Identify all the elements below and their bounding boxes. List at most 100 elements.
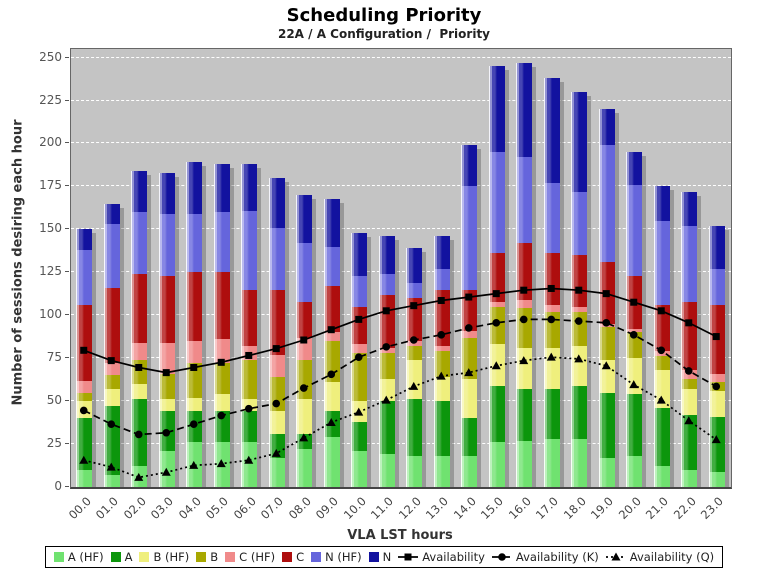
stacked-bar-17.0 (544, 78, 560, 487)
stacked-bar-18.0 (571, 92, 587, 487)
segment-bhf-14.0 (461, 378, 477, 419)
segment-bhf-01.0 (104, 389, 120, 407)
segment-c-22.0 (681, 301, 697, 371)
segment-ahf-17.0 (544, 438, 560, 487)
segment-a-20.0 (626, 394, 642, 457)
segment-a-09.0 (324, 411, 340, 438)
segment-nhf-11.0 (379, 274, 395, 295)
segment-ahf-21.0 (654, 466, 670, 487)
segment-n-11.0 (379, 236, 395, 275)
segment-c-06.0 (241, 289, 257, 347)
segment-n-16.0 (516, 62, 532, 158)
segment-bhf-07.0 (269, 411, 285, 434)
legend-item-chf: C (HF) (225, 550, 275, 564)
segment-b-08.0 (296, 359, 312, 400)
y-tick-label-75: 75 (46, 350, 62, 365)
segment-c-20.0 (626, 275, 642, 330)
segment-n-17.0 (544, 78, 560, 184)
legend-item-availabilityq: Availability (Q) (605, 550, 714, 564)
segment-bhf-23.0 (709, 390, 725, 417)
legend-swatch (368, 552, 379, 562)
segment-a-01.0 (104, 406, 120, 475)
segment-b-09.0 (324, 341, 340, 383)
segment-a-02.0 (131, 399, 147, 467)
segment-a-17.0 (544, 389, 560, 439)
segment-bhf-19.0 (599, 359, 615, 393)
segment-bhf-16.0 (516, 347, 532, 390)
y-tick-label-225: 225 (39, 92, 62, 107)
segment-ahf-09.0 (324, 437, 340, 487)
segment-a-12.0 (406, 399, 422, 457)
segment-c-08.0 (296, 301, 312, 338)
legend-swatch (139, 552, 150, 562)
segment-n-02.0 (131, 170, 147, 213)
stacked-bar-10.0 (351, 232, 367, 487)
segment-bhf-00.0 (76, 401, 92, 419)
gridline-250 (71, 56, 731, 58)
segment-chf-23.0 (709, 373, 725, 383)
segment-c-16.0 (516, 243, 532, 300)
segment-ahf-18.0 (571, 438, 587, 487)
x-axis-title: VLA LST hours (347, 528, 453, 543)
gridline-225 (71, 99, 731, 101)
segment-nhf-03.0 (159, 213, 175, 276)
segment-chf-03.0 (159, 342, 175, 374)
segment-c-00.0 (76, 304, 92, 381)
stacked-bar-21.0 (654, 186, 670, 487)
legend-item-availability: Availability (398, 550, 485, 564)
segment-nhf-02.0 (131, 212, 147, 275)
segment-bhf-12.0 (406, 359, 422, 400)
segment-ahf-14.0 (461, 456, 477, 487)
y-tick-mark (65, 56, 69, 58)
segment-ahf-04.0 (186, 442, 202, 487)
segment-a-15.0 (489, 385, 505, 443)
stacked-bar-23.0 (709, 225, 725, 487)
legend-label: B (210, 550, 219, 564)
segment-n-08.0 (296, 195, 312, 244)
segment-c-19.0 (599, 262, 615, 324)
legend-label: C (296, 550, 305, 564)
segment-ahf-13.0 (434, 456, 450, 487)
segment-c-11.0 (379, 294, 395, 348)
segment-n-21.0 (654, 186, 670, 221)
segment-n-13.0 (434, 236, 450, 269)
segment-b-02.0 (131, 359, 147, 384)
segment-nhf-17.0 (544, 183, 560, 254)
segment-c-13.0 (434, 289, 450, 347)
segment-chf-08.0 (296, 337, 312, 360)
legend-box: A (HF) A B (HF) B C (HF) C N (HF) N Availability… (44, 546, 724, 568)
legend-swatch (282, 552, 293, 562)
legend-label: N (382, 550, 392, 564)
segment-a-22.0 (681, 414, 697, 470)
segment-n-04.0 (186, 162, 202, 214)
segment-b-20.0 (626, 332, 642, 359)
chart-title: Scheduling Priority (286, 5, 482, 26)
segment-nhf-19.0 (599, 145, 615, 263)
y-tick-label-100: 100 (39, 307, 62, 322)
segment-bhf-15.0 (489, 344, 505, 386)
stacked-bar-13.0 (434, 236, 450, 487)
y-tick-label-175: 175 (39, 178, 62, 193)
legend-swatch (225, 552, 236, 562)
segment-c-01.0 (104, 287, 120, 364)
segment-n-01.0 (104, 203, 120, 225)
segment-c-05.0 (214, 272, 230, 340)
segment-c-04.0 (186, 272, 202, 342)
segment-a-19.0 (599, 392, 615, 458)
legend-item-a: A (110, 550, 132, 564)
segment-a-11.0 (379, 401, 395, 455)
segment-b-22.0 (681, 378, 697, 390)
y-tick-mark (65, 271, 69, 273)
y-tick-mark (65, 228, 69, 230)
segment-c-14.0 (461, 289, 477, 331)
legend-item-availabilityk: Availability (K) (491, 550, 599, 564)
segment-bhf-10.0 (351, 401, 367, 422)
y-tick-label-150: 150 (39, 221, 62, 236)
segment-b-01.0 (104, 375, 120, 390)
legend-swatch (53, 552, 64, 562)
segment-b-21.0 (654, 356, 670, 371)
segment-a-13.0 (434, 401, 450, 457)
stacked-bar-09.0 (324, 198, 340, 487)
segment-c-03.0 (159, 275, 175, 343)
legend-swatch (311, 552, 322, 562)
